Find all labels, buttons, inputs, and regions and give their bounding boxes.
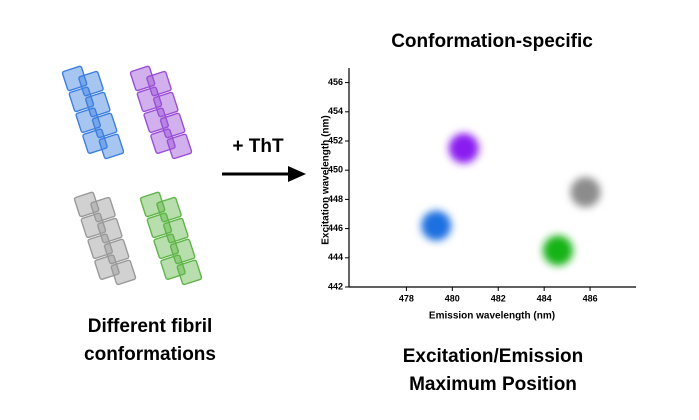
fibril-gray [73,186,137,291]
y-axis-label: Excitation wavelength (nm) [321,115,332,244]
y-tick-label: 450 [328,165,343,175]
y-tick-label: 456 [328,77,343,87]
y-tick-label: 444 [328,252,343,262]
x-tick-label: 484 [537,293,552,303]
x-tick-label: 480 [445,293,460,303]
y-tick-label: 454 [328,106,343,116]
left-caption: conformations [84,344,216,365]
chart-title: Conformation-specific [391,31,593,52]
right-caption: Excitation/Emission [403,346,584,367]
emission-spot [570,177,601,208]
y-tick-label: 442 [328,281,343,291]
y-tick-label: 448 [328,194,343,204]
x-tick-label: 486 [583,293,598,303]
fibril-purple [129,60,193,165]
fibril-blue [61,60,125,165]
arrow [222,166,306,182]
y-tick-label: 452 [328,135,343,145]
x-tick-label: 478 [399,293,414,303]
emission-spot [421,210,452,241]
emission-spot [448,133,479,164]
right-caption: Maximum Position [409,374,577,395]
x-tick-label: 482 [491,293,506,303]
y-tick-label: 446 [328,223,343,233]
arrow-label: + ThT [232,136,284,157]
fibril-green [139,186,203,291]
x-axis-label: Emission wavelength (nm) [429,311,555,322]
left-caption: Different fibril [88,316,213,337]
emission-spot [542,235,573,266]
